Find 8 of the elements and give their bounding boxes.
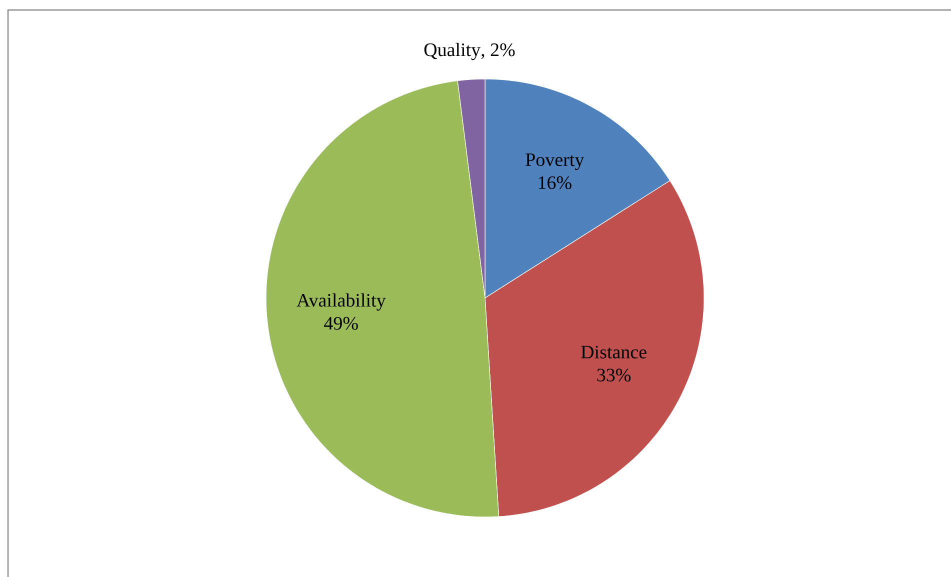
slice-label: Availability (296, 293, 386, 311)
slice-label: Distance (581, 346, 646, 358)
data-label: 49% (324, 316, 358, 330)
data-label: 33% (597, 368, 631, 382)
slice-label: Quality (424, 42, 481, 60)
data-label: 16% (538, 176, 572, 190)
slice-label: Poverty (526, 153, 584, 170)
data-label: , 2% (481, 43, 515, 59)
